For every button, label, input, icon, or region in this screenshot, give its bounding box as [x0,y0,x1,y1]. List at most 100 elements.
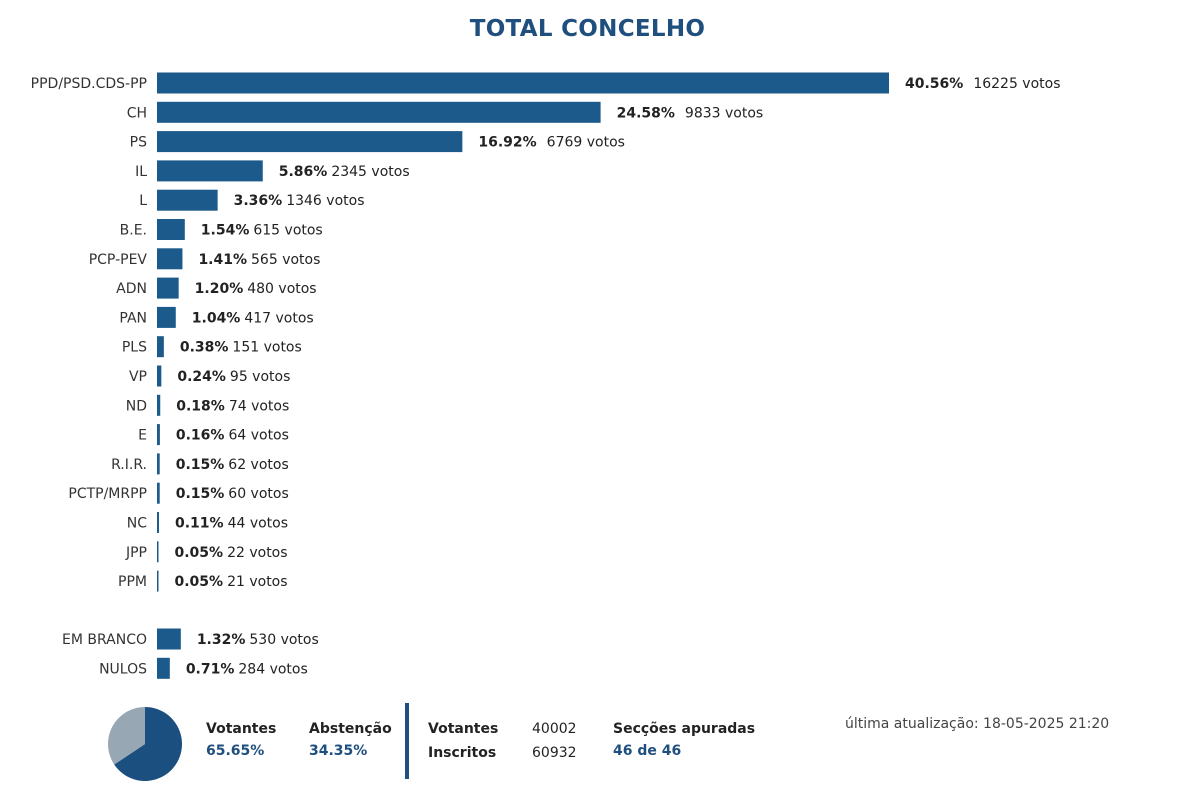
votantes-count-value: 40002 [532,721,577,737]
inscritos-value: 60932 [532,745,577,761]
percent-label: 1.20% [195,281,244,297]
last-update: última atualização: 18-05-2025 21:20 [845,716,1110,732]
votes-label: 64 votos [228,428,288,444]
bar [157,101,601,123]
bar [157,657,170,679]
votantes-count-label: Votantes [428,721,499,737]
seccoes-label: Secções apuradas [613,721,756,737]
votes-label: 1346 votos [286,193,364,209]
bar [157,277,179,299]
bar [157,219,185,240]
votes-label: 615 votos [253,223,322,239]
category-label: PS [130,135,147,151]
votes-label: 16225 votos [973,76,1060,92]
bar [157,512,159,533]
votes-label: 151 votos [232,340,301,356]
votes-label: 22 votos [227,545,287,561]
category-label: R.I.R. [111,457,147,473]
votes-label: 284 votos [238,661,307,677]
bar [157,189,218,211]
percent-label: 0.24% [177,369,226,385]
votes-label: 74 votos [229,398,289,414]
votantes-stat: Votantes 65.65% [206,721,276,759]
category-label: PAN [119,310,147,326]
votes-label: 95 votos [230,369,290,385]
category-label: PPD/PSD.CDS-PP [31,76,147,92]
inscritos-label: Inscritos [428,745,497,761]
votes-label: 565 votos [251,252,320,268]
percent-label: 1.32% [197,632,246,648]
votes-label: 62 votos [228,457,288,473]
category-label: CH [127,105,147,121]
category-label: PPM [118,574,147,590]
bar [157,72,889,94]
percent-label: 0.38% [180,340,229,356]
bar [157,336,164,358]
percent-label: 0.16% [176,428,225,444]
percent-label: 0.71% [186,661,235,677]
chart-title: TOTAL CONCELHO [469,16,706,42]
votes-label: 6769 votos [547,135,625,151]
category-label: VP [129,369,147,385]
percent-label: 0.05% [175,574,224,590]
counts-table: Votantes 40002 Inscritos 60932 [428,721,592,769]
votes-label: 2345 votos [331,164,409,180]
bar [157,131,463,153]
bar [157,482,160,504]
turnout-pie-chart [108,707,183,781]
votantes-count-row: Votantes 40002 [428,721,592,745]
seccoes-value: 46 de 46 [613,743,682,759]
votantes-label: Votantes [206,721,277,737]
category-label: E [138,428,147,444]
bar [157,248,183,270]
percent-label: 40.56% [905,76,963,92]
abstencao-label: Abstenção [309,721,392,737]
percent-label: 1.54% [201,223,250,239]
percent-label: 0.05% [175,545,224,561]
bar [157,570,159,592]
percent-label: 0.11% [175,516,224,532]
seccoes-stat: Secções apuradas 46 de 46 [613,721,755,759]
inscritos-row: Inscritos 60932 [428,745,592,769]
bar [157,394,161,416]
category-label: PCTP/MRPP [68,486,147,502]
bar [157,628,181,650]
percent-label: 3.36% [234,193,283,209]
bar [157,306,176,328]
bar [157,424,160,446]
votes-label: 417 votos [244,310,313,326]
percent-label: 0.15% [176,457,225,473]
category-label: JPP [125,545,147,561]
abstencao-stat: Abstenção 34.35% [309,721,392,759]
votes-label: 21 votos [227,574,287,590]
category-label: PCP-PEV [89,252,148,268]
percent-label: 0.18% [176,398,225,414]
percent-label: 24.58% [617,105,675,121]
category-label: IL [135,164,147,180]
votes-label: 480 votos [247,281,316,297]
results-bar-chart: PPD/PSD.CDS-PP 40.56% 16225 votos CH 24.58% 9… [31,72,1061,679]
category-label: PLS [122,340,147,356]
category-label: NULOS [99,661,147,677]
percent-label: 16.92% [478,135,536,151]
bar [157,365,162,387]
category-label: ADN [116,281,147,297]
category-label: EM BRANCO [62,632,147,648]
votes-label: 530 votos [249,632,318,648]
footer-divider [405,703,409,779]
pie-slice-abstencao [108,707,145,765]
votes-label: 44 votos [228,516,288,532]
bar [157,541,159,563]
percent-label: 5.86% [279,164,328,180]
votantes-percent: 65.65% [206,743,265,759]
bar [157,453,160,475]
bar [157,160,263,182]
votes-label: 60 votos [228,486,288,502]
percent-label: 0.15% [176,486,225,502]
percent-label: 1.04% [192,310,241,326]
percent-label: 1.41% [198,252,247,268]
votes-label: 9833 votos [685,105,763,121]
abstencao-percent: 34.35% [309,743,368,759]
category-label: NC [127,516,147,532]
category-label: ND [126,398,147,414]
